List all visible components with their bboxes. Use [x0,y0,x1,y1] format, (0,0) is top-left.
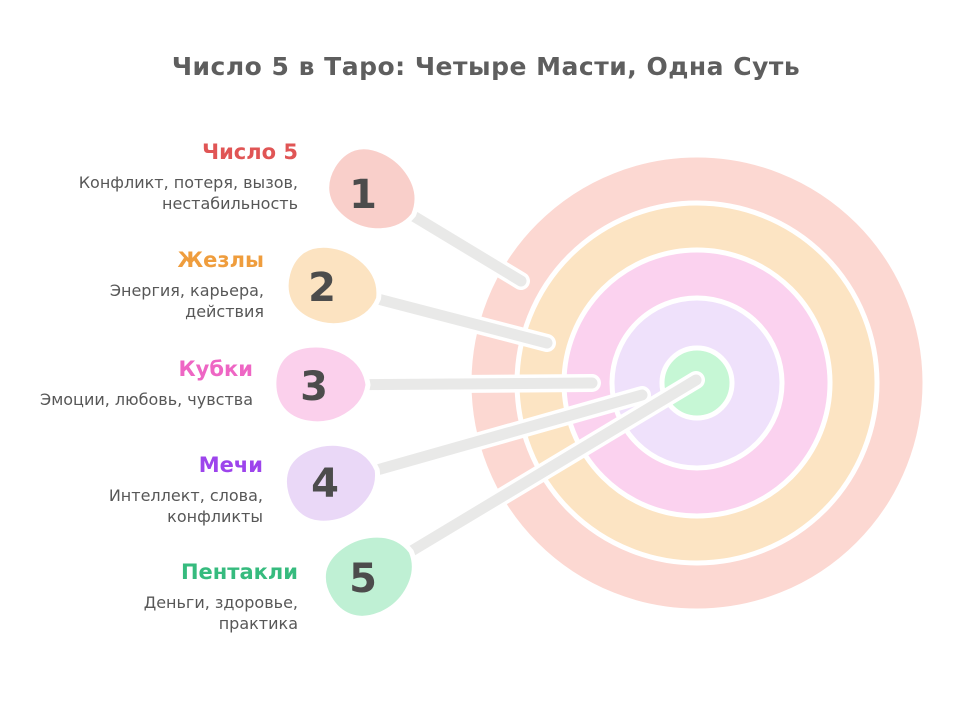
legend-label-chislo-5: Число 5 [202,140,298,164]
pin-4-stick [325,389,648,489]
legend-desc-zhezly: Энергия, карьера, действия [109,281,264,321]
pin-5 [361,371,705,585]
legend-label-mechi: Мечи [198,453,263,477]
pin-5-stick [364,374,702,582]
marker-1 [324,144,420,234]
marker-5 [320,532,417,621]
legend-item-pentakli: Пентакли Деньги, здоровье, практика [38,559,298,634]
marker-2-number: 2 [308,265,336,311]
marker-1-blob [324,144,420,234]
legend-item-chislo-5: Число 5 Конфликт, потеря, вызов, нестаби… [38,139,298,214]
marker-4-number: 4 [311,461,339,507]
marker-4 [282,440,381,526]
marker-5-number: 5 [349,556,377,602]
legend-item-mechi: Мечи Интеллект, слова, конфликты [3,452,263,527]
legend-item-kubki: Кубки Эмоции, любовь, чувства [0,356,253,410]
legend-desc-chislo-5: Конфликт, потеря, вызов, нестабильность [78,173,298,213]
page-title: Число 5 в Таро: Четыре Масти, Одна Суть [171,52,801,81]
legend-desc-pentakli: Деньги, здоровье, практика [143,593,298,633]
legend-desc-kubki: Эмоции, любовь, чувства [40,390,253,409]
marker-4-blob [282,440,381,526]
legend-desc-mechi: Интеллект, слова, конфликты [108,486,263,526]
pin-4 [322,386,651,492]
marker-2 [283,242,382,329]
markers: 1 2 3 4 5 [271,144,420,621]
marker-1-number: 1 [349,172,377,218]
marker-2-blob [283,242,382,329]
legend-label-kubki: Кубки [178,357,253,381]
legend-label-zhezly: Жезлы [177,248,264,272]
marker-3 [271,342,371,427]
marker-3-blob [271,342,371,427]
legend-item-zhezly: Жезлы Энергия, карьера, действия [4,247,264,322]
legend-label-pentakli: Пентакли [180,560,298,584]
marker-3-number: 3 [300,364,328,410]
marker-5-blob [320,532,417,621]
